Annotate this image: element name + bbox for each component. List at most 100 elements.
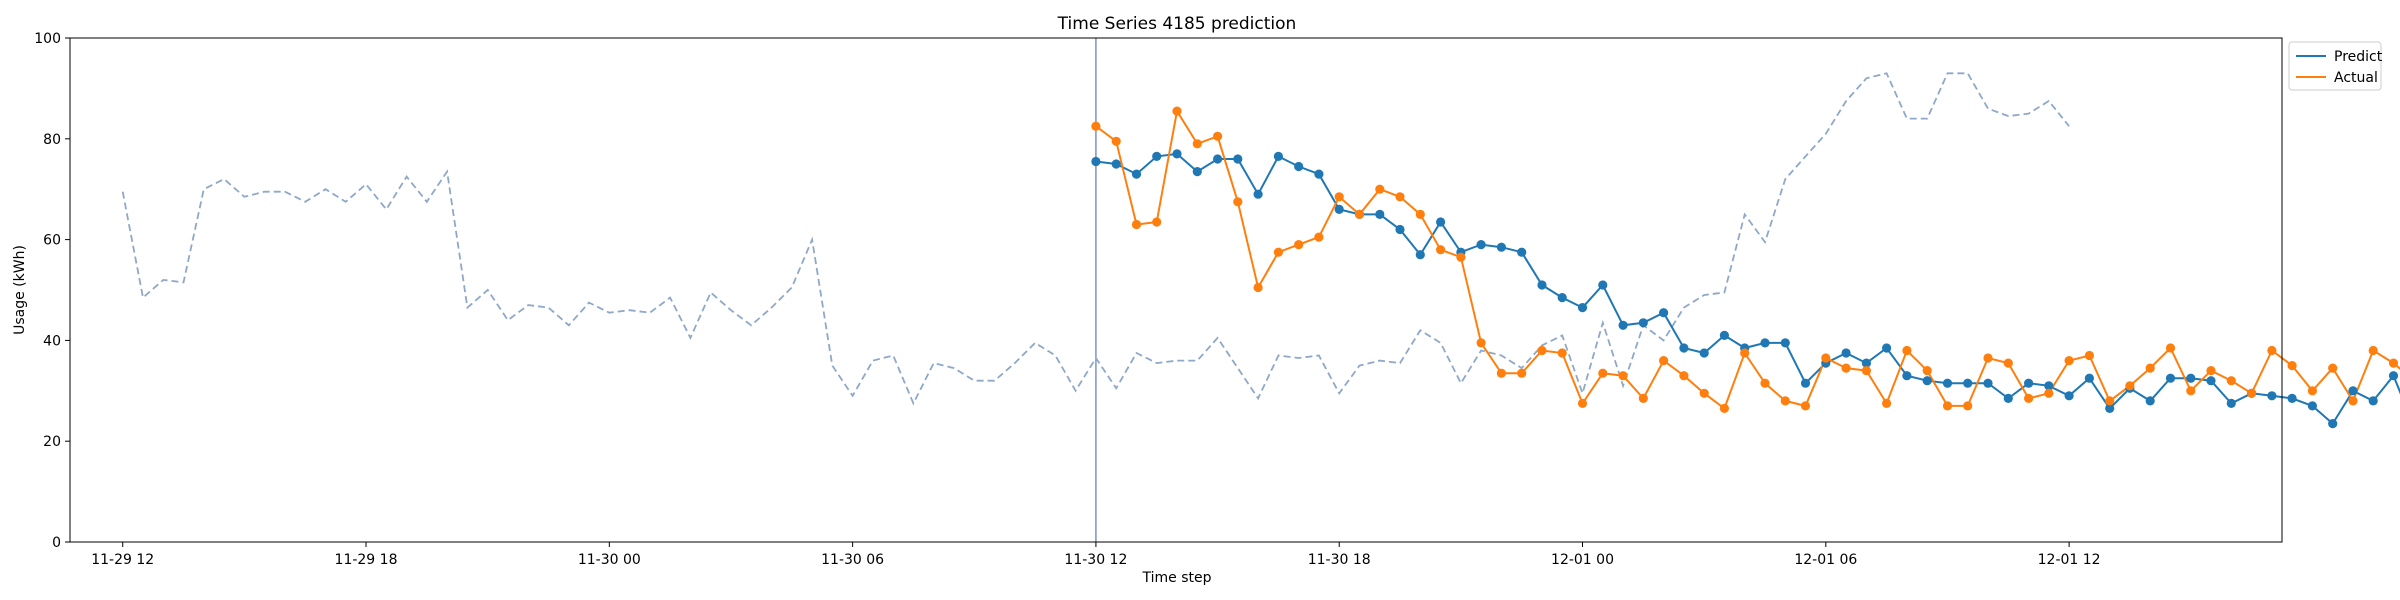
actual-point xyxy=(2328,363,2338,373)
predict-point xyxy=(1942,378,1953,388)
actual-point xyxy=(1841,363,1851,373)
actual-point xyxy=(2348,396,2358,406)
actual-point xyxy=(1659,356,1669,366)
actual-point xyxy=(2024,393,2034,403)
actual-point xyxy=(2368,345,2378,356)
actual-point xyxy=(2165,343,2176,353)
predict-point xyxy=(1131,169,1142,179)
predict-point xyxy=(1861,358,1871,368)
actual-point xyxy=(2125,381,2135,391)
predict-point xyxy=(1436,217,1446,227)
actual-point xyxy=(1598,368,1608,378)
predict-point xyxy=(1091,156,1101,167)
actual-point xyxy=(1131,219,1142,230)
y-tick-label: 40 xyxy=(43,333,61,349)
actual-point xyxy=(1740,348,1750,358)
predict-point xyxy=(1152,151,1162,161)
y-axis-title: Usage (kWh) xyxy=(12,245,28,335)
predict-point xyxy=(1273,151,1283,161)
predict-point xyxy=(1922,376,1932,386)
predict-point xyxy=(1233,154,1243,164)
y-tick-label: 80 xyxy=(43,132,61,148)
predict-point xyxy=(1659,308,1669,318)
x-tick-label: 11-29 12 xyxy=(91,552,154,568)
predict-point xyxy=(1253,189,1263,199)
actual-point xyxy=(2206,366,2216,376)
actual-point xyxy=(1618,371,1628,381)
predict-point xyxy=(1577,303,1588,313)
actual-point xyxy=(1496,368,1506,378)
actual-point xyxy=(1111,136,1121,146)
actual-point xyxy=(1760,378,1770,388)
x-tick-label: 11-30 12 xyxy=(1064,552,1127,568)
predict-point xyxy=(1395,224,1405,235)
predict-point xyxy=(1213,154,1223,164)
legend-predict-label: Predict xyxy=(2334,49,2383,65)
actual-point xyxy=(1152,217,1162,227)
actual-point xyxy=(1091,121,1101,131)
predict-point xyxy=(1415,250,1425,260)
predict-point xyxy=(2307,401,2317,411)
predict-point xyxy=(1679,343,1689,353)
actual-point xyxy=(1375,184,1385,194)
predict-point xyxy=(1841,348,1851,358)
actual-point xyxy=(1192,139,1202,149)
actual-point xyxy=(1253,282,1263,293)
actual-point xyxy=(2226,376,2236,386)
predict-point xyxy=(2226,398,2236,408)
actual-point xyxy=(1436,245,1446,255)
predict-point xyxy=(2348,386,2358,396)
axes: 0 20 40 60 80 100 11-29 12 11-29 18 11-30 00 11-3… xyxy=(34,31,2100,568)
actual-point xyxy=(2247,388,2257,398)
x-tick-label: 11-30 00 xyxy=(578,552,641,568)
predict-point xyxy=(1983,378,1993,388)
predict-point xyxy=(1719,330,1729,340)
actual-point xyxy=(1577,398,1588,408)
predict-point xyxy=(1800,378,1811,388)
actual-point xyxy=(1557,348,1567,358)
predict-point xyxy=(2165,373,2176,383)
predict-point xyxy=(1780,338,1790,348)
actual-point xyxy=(2003,358,2013,368)
actual-point xyxy=(1537,345,1547,356)
predict-series-line xyxy=(1095,152,2400,426)
predict-point xyxy=(2084,373,2094,383)
actual-point xyxy=(2307,386,2317,396)
actual-point xyxy=(2084,350,2094,361)
predict-point xyxy=(2287,393,2297,403)
predict-point xyxy=(2388,371,2399,381)
predict-point xyxy=(1314,169,1324,179)
y-tick-label: 100 xyxy=(34,31,61,47)
predict-point xyxy=(1882,343,1892,353)
predict-point xyxy=(1294,161,1304,172)
legend: Predict Actual xyxy=(2288,41,2383,91)
predict-point xyxy=(2186,373,2196,383)
actual-point xyxy=(2287,361,2297,371)
actual-point xyxy=(1476,338,1486,348)
x-tick-label: 11-29 18 xyxy=(335,552,398,568)
actual-point xyxy=(1942,401,1953,411)
predict-point xyxy=(2003,393,2013,403)
actual-point xyxy=(1233,197,1243,207)
actual-point xyxy=(1719,403,1729,413)
actual-point xyxy=(2145,363,2155,373)
actual-point xyxy=(1983,353,1993,363)
actual-point xyxy=(1172,106,1182,116)
actual-point xyxy=(1415,209,1425,219)
predict-point xyxy=(2105,403,2115,413)
actual-point xyxy=(1780,396,1790,406)
predict-point xyxy=(1517,247,1527,257)
x-axis-title: Time step xyxy=(1142,570,1212,586)
predict-point xyxy=(1598,280,1608,290)
actual-point xyxy=(1902,345,1912,356)
predict-point xyxy=(1476,240,1486,250)
x-tick-label: 12-01 06 xyxy=(1794,552,1857,568)
actual-point xyxy=(1273,247,1283,257)
actual-point xyxy=(1800,401,1811,411)
actual-point xyxy=(1354,209,1365,219)
predict-point xyxy=(2368,396,2378,406)
plot-area xyxy=(121,38,2400,542)
actual-point xyxy=(1882,398,1892,408)
actual-point xyxy=(1456,252,1466,262)
predict-point xyxy=(2024,378,2034,388)
